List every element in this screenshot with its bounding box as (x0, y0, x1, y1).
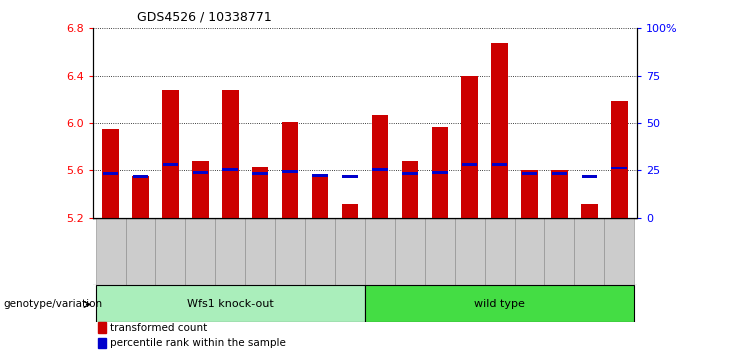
Bar (365, 285, 634, 322)
Bar (98, 337, 106, 348)
Bar (342, 204, 358, 218)
Bar (193, 171, 208, 174)
Bar (491, 42, 508, 218)
Text: Wfs1 knock-out: Wfs1 knock-out (187, 298, 273, 309)
Bar (514, 218, 545, 285)
Text: genotype/variation: genotype/variation (4, 299, 103, 309)
Bar (605, 218, 634, 285)
Text: transformed count: transformed count (110, 323, 207, 333)
Bar (133, 175, 148, 178)
Bar (402, 161, 418, 218)
Bar (425, 218, 455, 285)
Bar (245, 218, 275, 285)
Bar (312, 174, 328, 177)
Bar (455, 218, 485, 285)
Bar (485, 218, 514, 285)
Bar (611, 166, 627, 170)
Bar (611, 101, 628, 218)
Bar (282, 170, 298, 173)
Bar (125, 218, 156, 285)
Bar (395, 218, 425, 285)
Bar (222, 168, 238, 171)
Bar (492, 163, 508, 166)
Bar (252, 167, 268, 218)
Text: percentile rank within the sample: percentile rank within the sample (110, 338, 286, 348)
Bar (192, 161, 208, 218)
Bar (103, 172, 119, 175)
Bar (133, 176, 149, 218)
Bar (522, 170, 538, 218)
Bar (402, 172, 418, 175)
Text: GDS4526 / 10338771: GDS4526 / 10338771 (137, 11, 272, 24)
Bar (282, 122, 299, 218)
Bar (312, 174, 328, 218)
Bar (432, 171, 448, 174)
Bar (305, 218, 335, 285)
Bar (102, 129, 119, 218)
Bar (431, 127, 448, 218)
Bar (156, 218, 185, 285)
Bar (335, 218, 365, 285)
Bar (462, 76, 478, 218)
Bar (185, 218, 216, 285)
Bar (551, 172, 568, 175)
Bar (96, 218, 125, 285)
Bar (545, 218, 574, 285)
Bar (582, 175, 597, 178)
Bar (462, 163, 477, 166)
Bar (222, 90, 239, 218)
Bar (551, 170, 568, 218)
Bar (253, 172, 268, 175)
Bar (522, 172, 537, 175)
Bar (342, 175, 358, 178)
Bar (372, 115, 388, 218)
Bar (581, 204, 597, 218)
Bar (216, 218, 245, 285)
Bar (372, 168, 388, 171)
Bar (162, 90, 179, 218)
Bar (162, 163, 179, 166)
Bar (574, 218, 605, 285)
Bar (96, 285, 365, 322)
Bar (275, 218, 305, 285)
Bar (98, 322, 106, 333)
Text: wild type: wild type (474, 298, 525, 309)
Bar (365, 218, 395, 285)
